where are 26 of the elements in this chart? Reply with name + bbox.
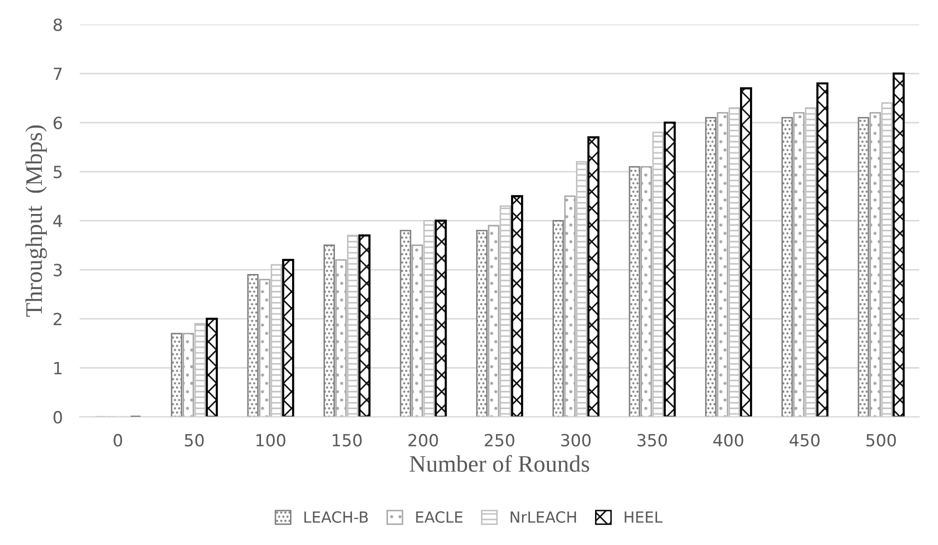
y-axis-title: Throughput (Mbps) [25,125,47,317]
legend-label: NrLEACH [510,511,576,523]
y-tick-label: 6 [54,116,62,130]
x-tick-label: 0 [114,434,122,446]
y-tick-label: 1 [54,362,62,374]
x-tick-label: 450 [790,434,820,446]
y-tick-label: 8 [54,18,62,32]
y-tick-label: 0 [54,410,62,424]
x-tick-label: 350 [637,434,667,446]
x-tick-label: 400 [713,434,744,446]
x-tick-label: 500 [866,434,896,446]
y-tick-label: 3 [54,264,62,276]
legend-label: HEEL [624,511,662,523]
y-tick-label: 4 [53,214,62,228]
x-tick-label: 300 [561,434,591,446]
x-tick-label: 50 [184,434,204,446]
y-tick-label: 7 [54,68,62,80]
legend-label: EACLE [416,511,462,523]
y-tick-label: 2 [54,312,62,326]
x-tick-label: 100 [256,434,286,446]
x-tick-label: 150 [332,434,362,446]
x-axis-title: Number of Rounds [410,455,590,472]
legend-label: LEACH-B [304,511,368,523]
x-tick-label: 200 [408,434,438,446]
y-tick-label: 5 [54,166,62,178]
x-tick-label: 250 [484,434,514,446]
